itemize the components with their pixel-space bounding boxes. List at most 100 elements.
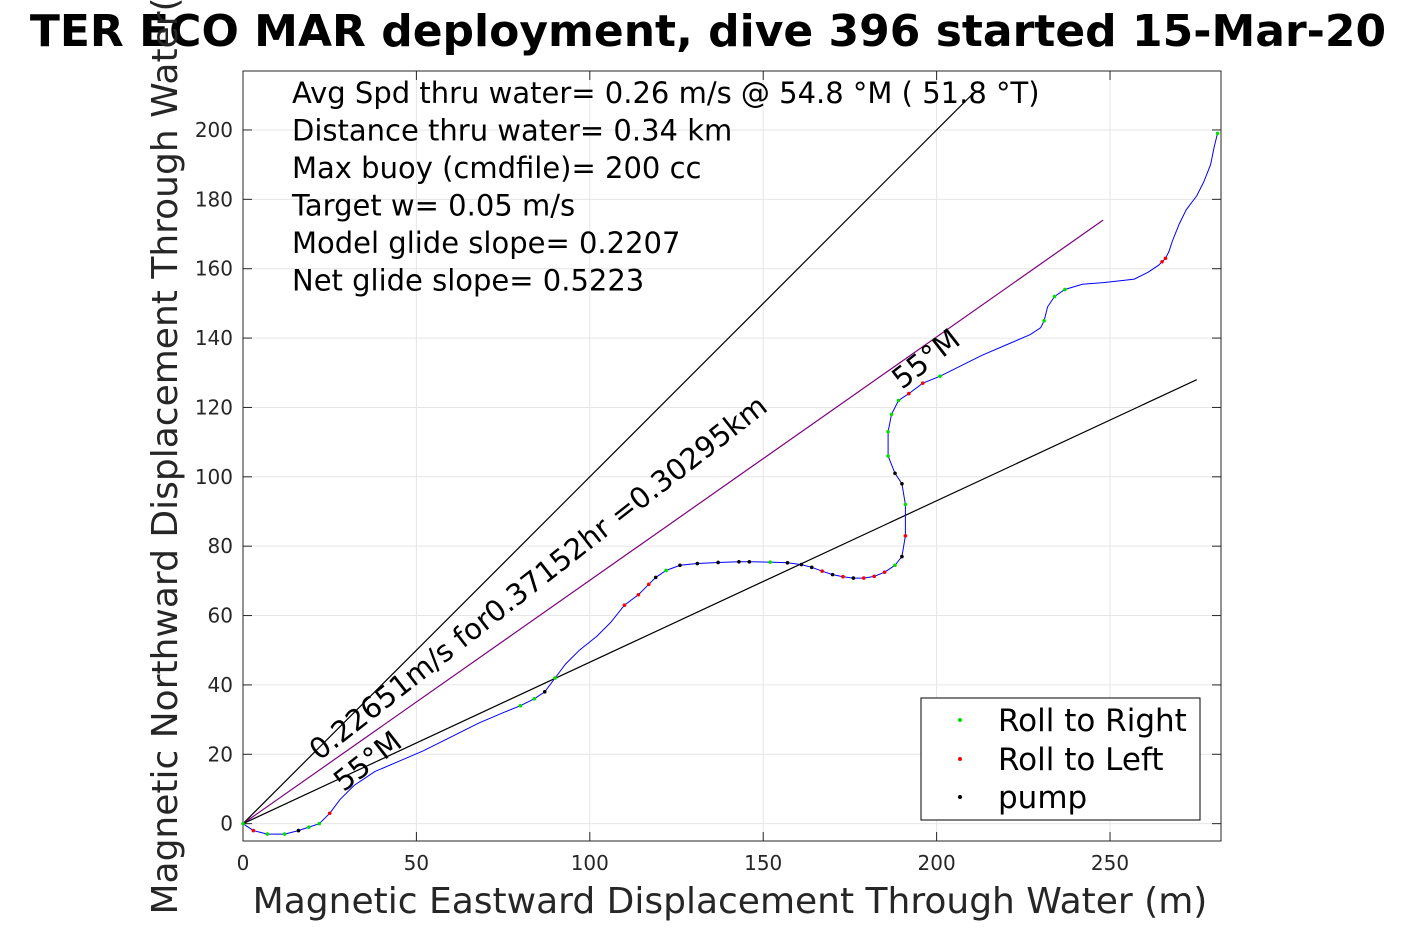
x-tick-label: 0 bbox=[237, 851, 250, 875]
roll-right-point bbox=[282, 832, 287, 836]
pump-point bbox=[542, 690, 547, 694]
y-tick-label: 200 bbox=[195, 118, 233, 142]
x-tick-label: 150 bbox=[744, 851, 782, 875]
x-tick-label: 200 bbox=[918, 851, 956, 875]
legend-marker-pump bbox=[958, 795, 962, 799]
pump-point bbox=[678, 563, 682, 568]
roll-left-point bbox=[327, 811, 332, 816]
roll-left-point bbox=[820, 569, 824, 573]
roll-right-point bbox=[307, 825, 311, 829]
roll-left-point bbox=[861, 576, 866, 580]
roll-left-point bbox=[251, 828, 256, 833]
pump-point bbox=[809, 565, 814, 570]
pump-point bbox=[296, 828, 301, 833]
x-tick-label: 250 bbox=[1091, 851, 1129, 875]
y-tick-label: 120 bbox=[195, 395, 233, 419]
pump-point bbox=[893, 471, 897, 476]
roll-left-point bbox=[1163, 256, 1168, 261]
y-tick-label: 40 bbox=[208, 673, 233, 697]
roll-left-point bbox=[907, 391, 911, 396]
y-tick-label: 140 bbox=[195, 326, 233, 350]
roll-right-point bbox=[938, 374, 942, 379]
roll-right-point bbox=[518, 703, 523, 708]
info-line: Avg Spd thru water= 0.26 m/s @ 54.8 °M (… bbox=[292, 76, 1040, 110]
y-tick-label: 80 bbox=[208, 534, 233, 558]
heading-line bbox=[242, 219, 1104, 825]
dive-track bbox=[242, 133, 1218, 835]
roll-right-point bbox=[768, 560, 772, 564]
info-line: Target w= 0.05 m/s bbox=[291, 189, 575, 223]
legend: Roll to Right Roll to Left pump bbox=[920, 697, 1201, 821]
annotation-label: 55°M bbox=[885, 322, 966, 396]
roll-right-point bbox=[1215, 131, 1220, 136]
roll-left-point bbox=[920, 381, 925, 385]
pump-point bbox=[737, 559, 741, 564]
info-line: Model glide slope= 0.2207 bbox=[292, 226, 680, 260]
roll-right-point bbox=[1052, 294, 1057, 299]
pump-point bbox=[785, 561, 790, 565]
roll-left-point bbox=[841, 574, 845, 579]
legend-marker-roll-left bbox=[958, 757, 962, 761]
legend-label-roll-left: Roll to Left bbox=[998, 742, 1164, 778]
roll-left-point bbox=[872, 574, 876, 579]
roll-left-point bbox=[636, 592, 641, 597]
info-line: Max buoy (cmdfile)= 200 cc bbox=[292, 151, 701, 185]
roll-left-point bbox=[882, 570, 887, 574]
y-axis-label: Magnetic Northward Displacement Through … bbox=[145, 0, 186, 915]
pump-point bbox=[716, 560, 720, 565]
roll-right-point bbox=[265, 832, 270, 836]
roll-right-point bbox=[1042, 318, 1046, 323]
y-tick-label: 20 bbox=[208, 742, 233, 766]
roll-right-point bbox=[532, 696, 537, 701]
annotations: 0.22651m/s for0.37152hr =0.30295km55°M55… bbox=[303, 322, 967, 798]
pump-point bbox=[900, 554, 904, 559]
roll-right-point bbox=[1063, 287, 1067, 292]
roll-right-point bbox=[889, 412, 894, 417]
y-tick-label: 100 bbox=[195, 465, 233, 489]
legend-marker-roll-right bbox=[958, 718, 962, 722]
annotation-label: 0.22651m/s for0.37152hr =0.30295km bbox=[303, 388, 774, 766]
pump-point bbox=[653, 575, 658, 580]
track-line bbox=[242, 133, 1218, 835]
y-tick-label: 0 bbox=[220, 812, 233, 836]
pump-point bbox=[900, 481, 904, 486]
y-tick-label: 60 bbox=[208, 604, 233, 628]
roll-left-point bbox=[622, 603, 627, 607]
legend-label-roll-right: Roll to Right bbox=[998, 703, 1187, 739]
x-tick-label: 50 bbox=[404, 851, 429, 875]
roll-right-point bbox=[886, 454, 890, 458]
pump-point bbox=[830, 572, 835, 577]
info-line: Net glide slope= 0.5223 bbox=[292, 264, 644, 298]
info-line: Distance thru water= 0.34 km bbox=[292, 114, 732, 148]
pump-point bbox=[799, 562, 804, 567]
pump-point bbox=[747, 559, 752, 564]
roll-left-point bbox=[903, 533, 908, 538]
x-tick-label: 100 bbox=[571, 851, 609, 875]
track-markers bbox=[241, 131, 1220, 836]
y-tick-label: 180 bbox=[195, 187, 233, 211]
roll-right-point bbox=[317, 821, 322, 826]
upper-bound-line bbox=[242, 94, 972, 825]
plot-area bbox=[242, 70, 1222, 842]
roll-right-point bbox=[893, 563, 897, 568]
grid bbox=[242, 71, 1221, 841]
roll-right-point bbox=[664, 568, 668, 573]
pump-point bbox=[695, 561, 700, 566]
x-axis-label: Magnetic Eastward Displacement Through W… bbox=[253, 881, 1208, 922]
pump-point bbox=[851, 576, 856, 580]
roll-left-point bbox=[646, 582, 651, 587]
legend-label-pump: pump bbox=[998, 780, 1087, 816]
roll-right-point bbox=[553, 676, 557, 680]
chart-title: TER ECO MAR deployment, dive 396 started… bbox=[30, 6, 1386, 57]
axis-ticks: 0 50 100 150 200 250 0 20 40 60 80 100 120 140 160 180 2… bbox=[195, 71, 1221, 875]
info-text-block: Avg Spd thru water= 0.26 m/s @ 54.8 °M (… bbox=[291, 76, 1040, 298]
legend-box bbox=[920, 697, 1201, 821]
roll-left-point bbox=[1160, 259, 1164, 264]
reference-lines bbox=[242, 94, 1197, 825]
y-tick-label: 160 bbox=[195, 257, 233, 281]
roll-right-point bbox=[241, 821, 245, 826]
roll-right-point bbox=[903, 502, 908, 507]
roll-right-point bbox=[886, 429, 890, 434]
lower-bound-line bbox=[242, 379, 1197, 825]
